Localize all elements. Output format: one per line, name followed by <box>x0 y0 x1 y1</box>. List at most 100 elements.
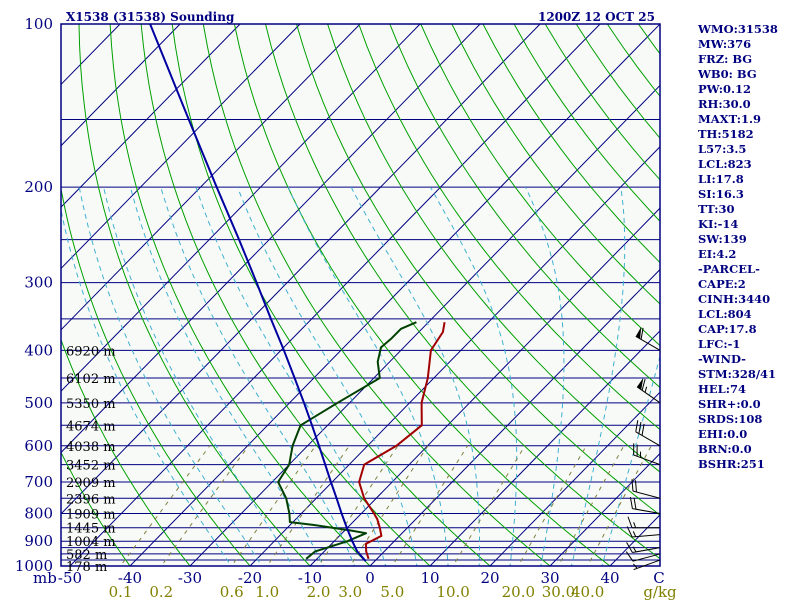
wind-barb-half-flag <box>644 386 648 393</box>
mixing-ratio-tick-label: 5.0 <box>380 583 404 600</box>
wind-barb-half-flag <box>632 563 638 569</box>
pressure-tick-label: 600 <box>24 437 53 455</box>
index-item: -PARCEL- <box>698 262 760 276</box>
index-item: EI:4.2 <box>698 247 737 261</box>
wind-barb-staff <box>632 547 661 554</box>
isotherm-line <box>249 146 660 566</box>
mixing-ratio-line <box>266 445 350 566</box>
height-label: 582 m <box>66 548 107 563</box>
temperature-tick-label: -20 <box>238 569 262 587</box>
index-item: EHI:0.0 <box>698 427 748 441</box>
isotherm-line <box>69 24 601 566</box>
isotherm-line <box>129 24 660 566</box>
index-item: MW:376 <box>698 37 752 51</box>
index-item: SHR+:0.0 <box>698 397 761 411</box>
wind-barb-flag <box>627 516 633 528</box>
isotherm-line <box>309 207 660 566</box>
moist-adiabat-line <box>350 186 480 566</box>
wind-barb-flag <box>638 421 642 434</box>
mixing-ratio-tick-label: 0.6 <box>220 583 244 600</box>
moist-adiabat-line <box>160 187 356 566</box>
pressure-tick-label: 500 <box>24 394 53 412</box>
wind-barb-flag <box>641 423 645 436</box>
isotherm-line <box>369 268 660 566</box>
wind-barb-staff <box>632 534 661 538</box>
isotherm-line <box>61 24 241 208</box>
index-item: LFC:-1 <box>698 337 741 351</box>
parcel-trace <box>149 24 367 562</box>
moist-adiabat-line <box>130 187 324 566</box>
valid-time: 1200Z 12 OCT 25 <box>538 10 655 24</box>
wind-barb-staff <box>632 553 661 562</box>
index-item: TH:5182 <box>698 127 754 141</box>
index-item: LCL:823 <box>698 157 752 171</box>
wind-barb-half-flag <box>632 546 637 553</box>
wind-barb-half-flag <box>632 531 637 537</box>
wind-barb-staff <box>632 508 661 514</box>
height-label: 178 m <box>66 560 107 575</box>
wind-barbs <box>625 326 661 571</box>
height-label: 1909 m <box>66 507 116 522</box>
dry-adiabat-line <box>451 24 660 305</box>
temperature-tick-label: -10 <box>298 569 322 587</box>
mixing-ratio-line <box>452 445 526 566</box>
mixing-ratio-tick-label: 2.0 <box>307 583 331 600</box>
temperature-tick-label: -40 <box>118 569 142 587</box>
wind-barb-staff <box>633 454 661 466</box>
mixing-ratio-line <box>317 445 399 566</box>
wind-barb <box>636 377 661 404</box>
height-label: 6920 m <box>66 344 116 359</box>
wind-barb-flag <box>626 542 633 553</box>
wind-barb <box>625 551 661 562</box>
dewpoint-trace <box>277 321 417 560</box>
dry-adiabat-line <box>482 24 660 264</box>
skew-t-background-lines <box>61 24 660 566</box>
wind-barb-staff <box>636 386 661 404</box>
mixing-ratio-line <box>557 445 625 566</box>
wind-barb-staff <box>635 431 661 447</box>
wind-barb-pennant <box>637 377 644 390</box>
moist-adiabat-line <box>287 186 449 566</box>
wind-barb-flag <box>634 480 637 493</box>
dry-adiabat-line <box>327 24 660 473</box>
moist-adiabat-line <box>601 354 660 566</box>
temperature-tick-label: -30 <box>178 569 202 587</box>
mixing-ratio-line <box>231 445 317 566</box>
index-item: SI:16.3 <box>698 187 744 201</box>
wind-barb <box>632 559 661 571</box>
index-item: RH:30.0 <box>698 97 751 111</box>
wind-barb <box>626 526 661 538</box>
moist-adiabat-line <box>61 207 232 566</box>
mixing-ratio-tick-label: 40.0 <box>571 583 604 600</box>
index-item: HEL:74 <box>698 382 746 396</box>
mixing-ratio-axis-label: g/kg <box>643 583 677 600</box>
height-label: 5350 m <box>66 397 116 412</box>
dry-adiabat-line <box>296 24 660 516</box>
wind-barb-flag <box>631 479 634 492</box>
wind-barb <box>635 420 661 447</box>
wind-barb <box>629 496 661 514</box>
dry-adiabat-line <box>389 24 660 389</box>
pressure-tick-label: 800 <box>24 504 53 522</box>
wind-barb-flag <box>629 496 633 509</box>
wind-barb-half-flag <box>633 522 637 528</box>
mixing-ratio-tick-label: 1.0 <box>255 583 279 600</box>
index-item: L57:3.5 <box>698 142 747 156</box>
index-item: FRZ: BG <box>698 52 753 66</box>
index-item: WMO:31538 <box>698 22 778 36</box>
isotherm-line <box>489 391 660 566</box>
pressure-tick-label: 900 <box>24 532 53 550</box>
wind-barb <box>633 443 661 466</box>
wind-barb-staff <box>635 335 661 351</box>
height-label: 2909 m <box>66 476 116 491</box>
height-label: 6102 m <box>66 372 116 387</box>
wind-barb <box>627 516 660 529</box>
index-item: CAP:17.8 <box>698 322 757 336</box>
chart-title: X1538 (31538) Sounding <box>66 10 235 24</box>
moist-adiabat-line <box>78 187 263 566</box>
wind-barb-flag <box>640 327 644 340</box>
dry-adiabat-line <box>171 24 491 566</box>
index-item: TT:30 <box>698 202 735 216</box>
